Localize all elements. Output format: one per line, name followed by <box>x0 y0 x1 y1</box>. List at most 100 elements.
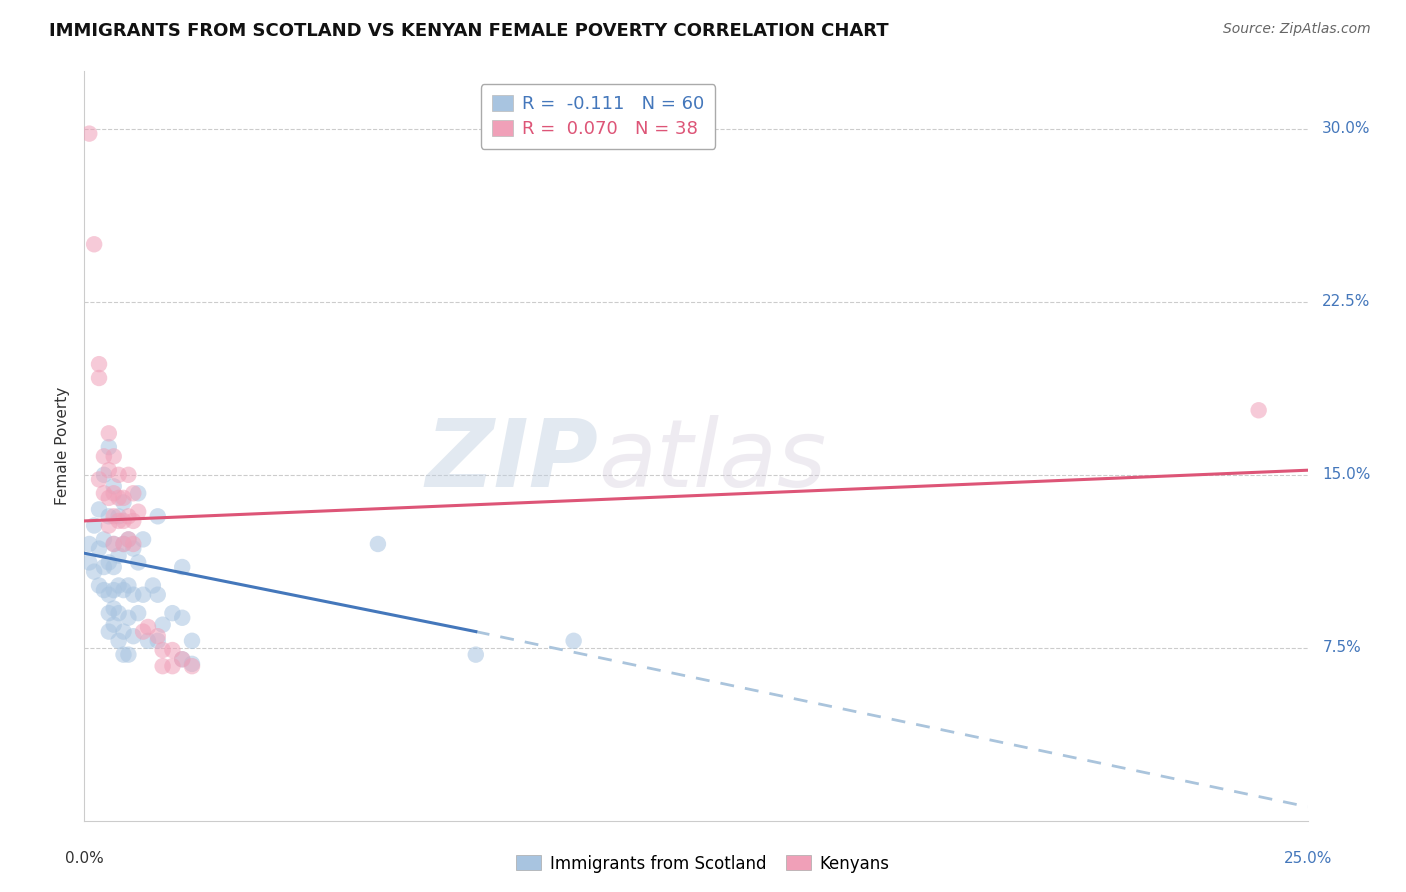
Point <box>93 467 115 482</box>
Point <box>77 556 100 570</box>
Point <box>172 652 194 666</box>
Point <box>112 537 135 551</box>
Y-axis label: Female Poverty: Female Poverty <box>55 387 70 505</box>
Point <box>122 486 145 500</box>
Point <box>117 467 139 482</box>
Point <box>103 509 125 524</box>
Point <box>117 509 139 524</box>
Text: IMMIGRANTS FROM SCOTLAND VS KENYAN FEMALE POVERTY CORRELATION CHART: IMMIGRANTS FROM SCOTLAND VS KENYAN FEMAL… <box>49 22 889 40</box>
Point <box>97 606 120 620</box>
Text: 15.0%: 15.0% <box>1322 467 1371 483</box>
Point <box>112 583 135 598</box>
Point <box>103 583 125 598</box>
Point <box>83 565 105 579</box>
Point <box>97 491 120 505</box>
Point <box>93 560 115 574</box>
Point <box>117 533 139 547</box>
Point <box>103 617 125 632</box>
Point <box>122 588 145 602</box>
Point <box>142 578 165 592</box>
Point <box>103 486 125 500</box>
Point <box>172 560 194 574</box>
Point <box>97 440 120 454</box>
Point <box>122 514 145 528</box>
Point <box>103 479 125 493</box>
Point <box>103 560 125 574</box>
Point <box>122 629 145 643</box>
Point <box>127 606 149 620</box>
Point <box>87 371 110 385</box>
Point <box>83 518 105 533</box>
Text: 25.0%: 25.0% <box>1284 851 1331 866</box>
Point <box>146 629 169 643</box>
Point <box>1247 403 1270 417</box>
Text: 0.0%: 0.0% <box>65 851 104 866</box>
Point <box>93 583 115 598</box>
Point <box>93 450 115 464</box>
Point <box>87 357 110 371</box>
Point <box>172 611 194 625</box>
Point <box>117 533 139 547</box>
Point <box>97 509 120 524</box>
Point <box>132 533 155 547</box>
Point <box>97 624 120 639</box>
Point <box>107 467 129 482</box>
Point <box>562 633 585 648</box>
Point <box>112 648 135 662</box>
Point <box>146 509 169 524</box>
Point <box>107 549 129 563</box>
Point <box>97 556 120 570</box>
Point <box>181 633 204 648</box>
Point <box>107 509 129 524</box>
Point <box>87 502 110 516</box>
Point <box>87 472 110 486</box>
Point <box>112 495 135 509</box>
Point <box>107 606 129 620</box>
Text: Source: ZipAtlas.com: Source: ZipAtlas.com <box>1223 22 1371 37</box>
Point <box>97 588 120 602</box>
Text: 7.5%: 7.5% <box>1322 640 1361 656</box>
Point <box>464 648 486 662</box>
Point <box>103 537 125 551</box>
Point <box>93 533 115 547</box>
Point <box>136 633 159 648</box>
Point <box>107 633 129 648</box>
Legend: R =  -0.111   N = 60, R =  0.070   N = 38: R = -0.111 N = 60, R = 0.070 N = 38 <box>481 84 716 149</box>
Point <box>97 518 120 533</box>
Point <box>107 514 129 528</box>
Point <box>83 237 105 252</box>
Point <box>136 620 159 634</box>
Point <box>162 659 184 673</box>
Text: 30.0%: 30.0% <box>1322 121 1371 136</box>
Legend: Immigrants from Scotland, Kenyans: Immigrants from Scotland, Kenyans <box>510 848 896 880</box>
Point <box>122 541 145 556</box>
Point <box>132 624 155 639</box>
Point <box>97 463 120 477</box>
Point <box>146 588 169 602</box>
Point <box>112 537 135 551</box>
Point <box>367 537 389 551</box>
Point <box>162 606 184 620</box>
Point <box>97 426 120 441</box>
Point <box>117 578 139 592</box>
Point <box>117 611 139 625</box>
Point <box>112 624 135 639</box>
Point <box>127 505 149 519</box>
Point <box>152 659 174 673</box>
Point <box>152 617 174 632</box>
Point <box>122 537 145 551</box>
Point <box>152 643 174 657</box>
Point <box>172 652 194 666</box>
Point <box>77 127 100 141</box>
Point <box>87 578 110 592</box>
Point <box>103 450 125 464</box>
Point <box>107 491 129 505</box>
Point <box>162 643 184 657</box>
Point <box>103 537 125 551</box>
Point <box>117 648 139 662</box>
Point <box>112 514 135 528</box>
Point <box>127 556 149 570</box>
Point <box>77 537 100 551</box>
Point <box>87 541 110 556</box>
Point <box>146 633 169 648</box>
